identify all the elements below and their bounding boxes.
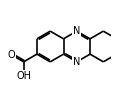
Text: O: O (8, 50, 15, 60)
Text: OH: OH (16, 71, 31, 81)
Text: N: N (73, 57, 81, 67)
Text: N: N (73, 26, 81, 36)
